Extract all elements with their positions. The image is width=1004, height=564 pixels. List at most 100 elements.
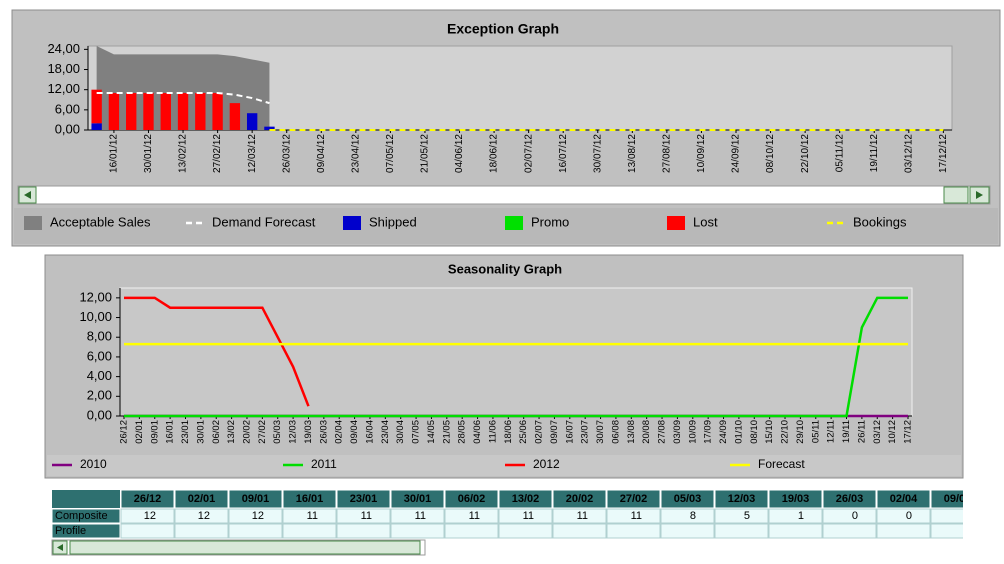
x-tick-label: 08/10: [749, 420, 760, 444]
plot-area: [119, 287, 913, 417]
cell-value: 12: [252, 510, 264, 522]
x-tick-label: 09/04/12: [316, 134, 327, 173]
x-tick-label: 21/05: [441, 420, 452, 444]
header-cell: [120, 489, 175, 509]
table-cell: [606, 523, 661, 539]
scroll-thumb[interactable]: [943, 186, 969, 204]
x-tick-label: 12/11: [826, 420, 837, 443]
x-tick-label: 11/06: [487, 420, 498, 443]
table-cell: [390, 523, 445, 539]
cell-value: 8: [690, 510, 696, 522]
table-cell: [282, 523, 337, 539]
header-label: 23/01: [350, 493, 378, 505]
x-tick-label: 02/07/12: [523, 134, 534, 173]
header-label: 13/02: [512, 493, 540, 505]
x-tick-label: 06/08: [610, 420, 621, 444]
x-tick-label: 12/03/12: [247, 134, 258, 173]
header-cell: [606, 489, 661, 509]
table-cell: [822, 523, 877, 539]
table-cell: [390, 508, 445, 524]
legend-label: Demand Forecast: [212, 214, 316, 229]
header-cell: [282, 489, 337, 509]
legend-label: 2012: [533, 457, 560, 471]
header-label: 02/04: [890, 493, 918, 505]
legend-swatch: [505, 216, 523, 230]
bar: [143, 93, 154, 130]
x-tick-label: 22/10: [780, 420, 791, 444]
x-tick-label: 03/12: [872, 420, 883, 444]
header-cell: [336, 489, 391, 509]
cell-value: 0: [852, 510, 858, 522]
arrow-icon: [976, 191, 983, 199]
scroll-thumb[interactable]: [69, 540, 421, 555]
header-cell: [174, 489, 229, 509]
x-tick-label: 18/06: [503, 420, 514, 444]
legend-label: Acceptable Sales: [50, 214, 151, 229]
x-tick-label: 25/06: [518, 420, 529, 444]
legend-label: Promo: [531, 214, 569, 229]
x-tick-label: 19/11/12: [869, 134, 880, 173]
x-tick-label: 18/06/12: [489, 134, 500, 173]
table-cell: [714, 523, 769, 539]
y-tick-label: 24,00: [47, 41, 80, 56]
x-tick-label: 21/05/12: [420, 134, 431, 173]
header-label: 09/01: [242, 493, 270, 505]
row-label-cell: [52, 508, 121, 524]
x-tick-label: 23/04/12: [350, 134, 361, 173]
x-tick-label: 09/04: [349, 420, 360, 444]
x-tick-label: 07/05/12: [385, 134, 396, 173]
table-cell: [876, 508, 931, 524]
x-tick-label: 26/12: [119, 420, 130, 444]
legend-label: Lost: [693, 214, 718, 229]
x-tick-label: 23/04: [380, 420, 391, 444]
data-table: 26/12 02/01 09/01 16/01 23/01 30/01 06/02 13/02…: [52, 489, 972, 539]
x-tick-label: 13/08/12: [627, 134, 638, 173]
header-cell: [498, 489, 553, 509]
header-cell: [930, 489, 963, 509]
table-cell: [714, 508, 769, 524]
cell-value: 12: [144, 510, 156, 522]
table-cell: [660, 523, 715, 539]
x-tick-label: 01/10: [733, 420, 744, 444]
legend-label: 2010: [80, 457, 107, 471]
header-cell: [444, 489, 499, 509]
x-tick-label: 19/03: [303, 420, 314, 444]
table-cell: [336, 523, 391, 539]
cell-value: 11: [469, 510, 480, 522]
y-tick-label: 8,00: [87, 329, 112, 344]
header-label: 09/04: [944, 493, 972, 505]
table-cell: [552, 508, 607, 524]
header-label: 20/02: [566, 493, 594, 505]
y-tick-label: 6,00: [55, 101, 80, 116]
cell-value: 11: [631, 510, 642, 522]
cell-value: 11: [415, 510, 426, 522]
x-tick-label: 24/09: [718, 420, 729, 444]
x-tick-label: 02/01: [134, 420, 145, 444]
table-cell: [120, 523, 175, 539]
x-tick-label: 17/12: [903, 420, 914, 444]
legend-label: Shipped: [369, 214, 417, 229]
bar: [126, 93, 137, 130]
x-tick-label: 07/05: [411, 420, 422, 444]
x-tick-label: 05/11/12: [834, 134, 845, 173]
table-cell: [930, 523, 963, 539]
x-tick-label: 17/12/12: [938, 134, 949, 173]
row-label: Profile: [55, 525, 86, 537]
scrollbar[interactable]: [17, 185, 991, 205]
x-tick-label: 13/02: [226, 420, 237, 444]
bar: [177, 93, 189, 130]
cell-value: 11: [307, 510, 318, 522]
table-cell: [606, 508, 661, 524]
x-tick-label: 09/01: [149, 420, 160, 444]
x-tick-label: 13/02/12: [178, 134, 189, 173]
table-cell: [660, 508, 715, 524]
legend-swatch: [343, 216, 361, 230]
x-tick-label: 29/10: [795, 420, 806, 444]
table-cell: [498, 523, 553, 539]
y-tick-label: 12,00: [79, 289, 112, 304]
table-cell: [876, 523, 931, 539]
x-tick-label: 24/09/12: [731, 134, 742, 173]
x-tick-label: 13/08: [626, 420, 637, 444]
table-cell: [822, 508, 877, 524]
x-tick-label: 12/03: [288, 420, 299, 444]
